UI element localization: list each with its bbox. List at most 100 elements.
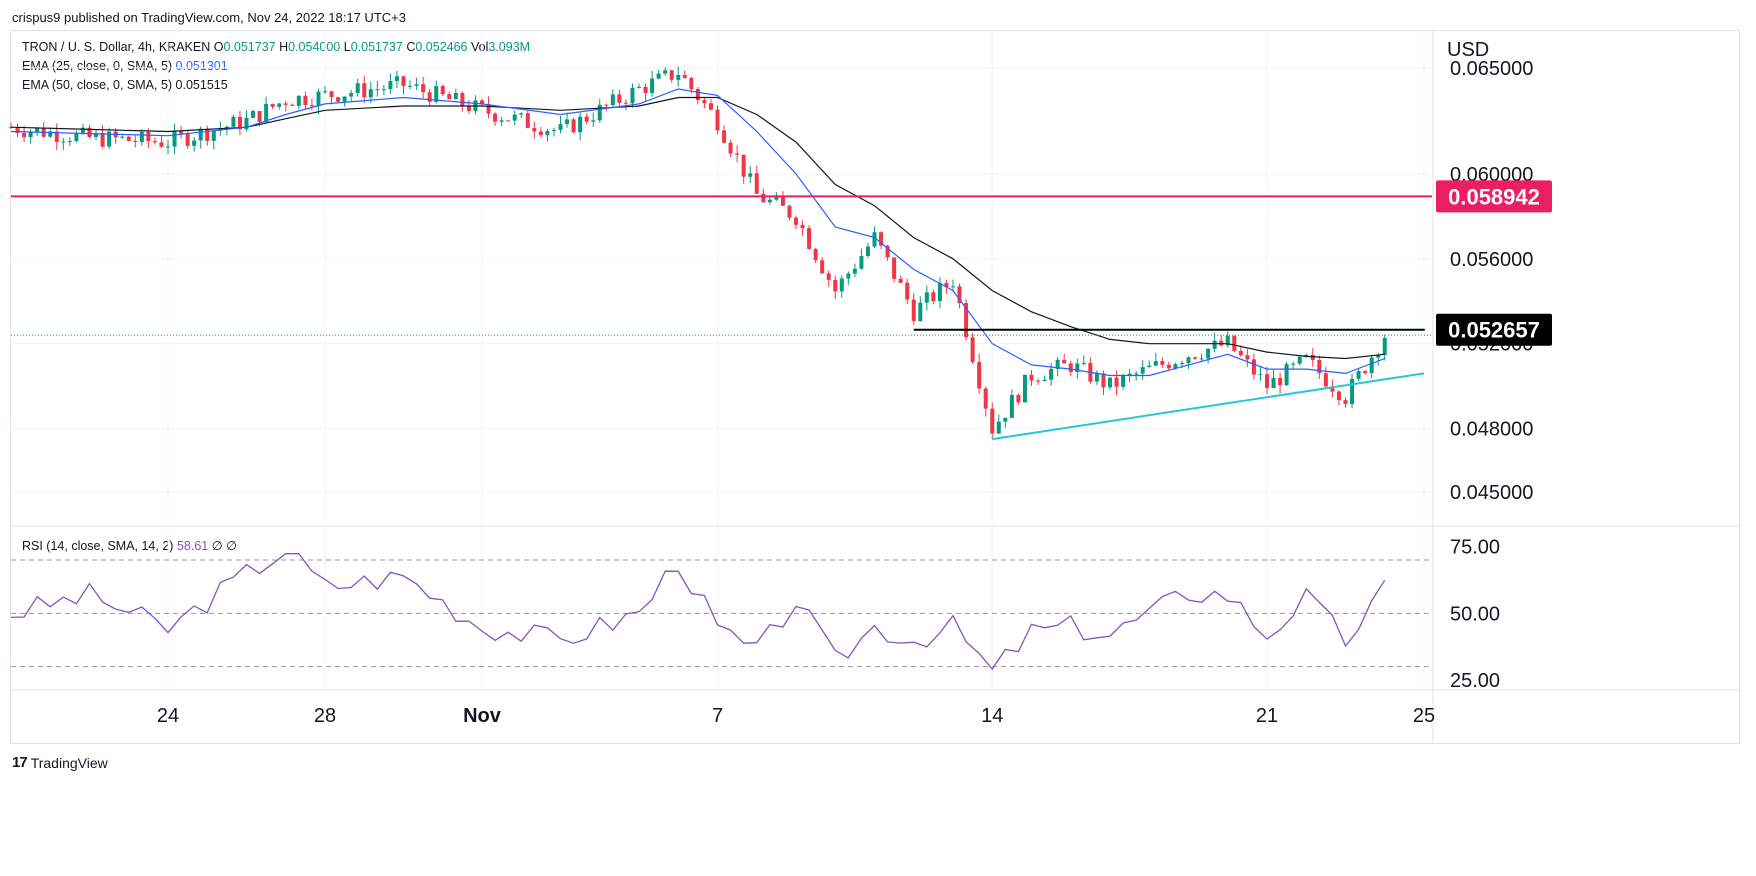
candle-body — [61, 141, 66, 143]
candle-body — [499, 120, 504, 122]
candle-body — [1068, 363, 1073, 372]
candle-body — [1003, 417, 1008, 422]
candle-body — [682, 74, 687, 79]
candle-body — [296, 95, 301, 106]
candle-body — [1055, 359, 1060, 369]
candle-body — [924, 292, 929, 303]
candle-body — [368, 89, 373, 98]
resistance-badge-label: 0.058942 — [1448, 184, 1540, 209]
candle-body — [1199, 358, 1204, 360]
candle-body — [1075, 363, 1080, 372]
candle-body — [159, 142, 164, 147]
neckline-badge-label: 0.052657 — [1448, 318, 1540, 343]
candle-body — [1062, 359, 1067, 364]
ema50-legend: EMA (50, close, 0, SMA, 5) 0.051515 — [22, 78, 228, 92]
candle-body — [885, 245, 890, 258]
candle-body — [911, 299, 916, 322]
candle-body — [1049, 368, 1054, 380]
candle-body — [1278, 377, 1283, 386]
candle-body — [1108, 377, 1112, 388]
candle-body — [1343, 400, 1348, 404]
candle-body — [205, 128, 210, 141]
candle-body — [336, 97, 341, 102]
time-tick-label: 24 — [157, 705, 179, 727]
candle-body — [735, 153, 740, 155]
symbol-legend: TRON / U. S. Dollar, 4h, KRAKEN O0.05173… — [22, 40, 531, 54]
candle-body — [813, 248, 818, 261]
candle-body — [872, 232, 877, 247]
candle-body — [1232, 335, 1237, 352]
candle-body — [126, 136, 131, 141]
candle-body — [342, 96, 347, 102]
candle-body — [584, 116, 589, 122]
candle-body — [251, 111, 256, 118]
candle-body — [303, 95, 308, 105]
candle-body — [1238, 351, 1243, 356]
candle-body — [466, 106, 471, 112]
candle-body — [617, 94, 622, 103]
candle-body — [558, 124, 563, 130]
candle-body — [525, 113, 530, 128]
candle-body — [1245, 355, 1250, 360]
candle-body — [1114, 377, 1119, 387]
candle-body — [1350, 378, 1355, 404]
candle-body — [545, 130, 550, 136]
candle-body — [54, 131, 59, 143]
candle-body — [35, 127, 40, 132]
candle-body — [807, 228, 812, 249]
candle-body — [695, 89, 700, 101]
candle-body — [1042, 379, 1047, 381]
candle-body — [100, 132, 105, 147]
time-tick-label: 14 — [981, 705, 1003, 727]
candle-body — [859, 256, 864, 269]
candle-body — [977, 362, 982, 389]
candle-body — [1265, 374, 1269, 389]
candle-body — [656, 73, 661, 79]
candle-body — [434, 86, 439, 102]
attribution-text: crispus9 published on TradingView.com, N… — [12, 10, 406, 25]
candle-body — [643, 86, 648, 94]
rsi-tick-label: 50.00 — [1450, 603, 1500, 625]
volume-value: 3.093M — [488, 40, 531, 54]
candle-body — [728, 142, 733, 154]
candle-body — [1029, 374, 1034, 381]
support-trendline — [992, 372, 1425, 441]
candle-body — [139, 131, 144, 142]
candle-body — [970, 337, 975, 363]
neckline-badge — [1436, 313, 1552, 346]
price-axis-unit: USD — [1447, 39, 1489, 61]
rsi-value: 58.61 — [176, 539, 209, 553]
candle-body — [944, 282, 949, 287]
candle-body — [1206, 348, 1211, 359]
candle-body — [15, 127, 20, 134]
candle-body — [414, 84, 419, 86]
ema25-line — [10, 88, 1386, 377]
candle-body — [394, 76, 399, 82]
candle-body — [1179, 363, 1184, 365]
candle-body — [650, 78, 655, 94]
time-tick-label: 28 — [314, 705, 336, 727]
candle-body — [120, 136, 125, 138]
price-tick-label: 0.056000 — [1450, 249, 1533, 271]
candle-body — [460, 92, 465, 107]
candle-body — [1016, 394, 1021, 403]
tv-logo-icon: 17 — [12, 754, 28, 771]
time-tick-label: 21 — [1256, 705, 1278, 727]
candle-body — [211, 130, 216, 141]
rsi-tick-label: 75.00 — [1450, 537, 1500, 559]
candle-body — [1160, 361, 1165, 365]
rsi-tick-label: 25.00 — [1450, 670, 1500, 692]
candle-body — [833, 279, 838, 292]
candle-body — [689, 78, 694, 90]
candle-body — [551, 129, 556, 131]
candle-body — [839, 278, 844, 292]
candle-body — [1251, 359, 1256, 375]
candle-body — [270, 103, 275, 107]
candle-body — [401, 76, 406, 86]
time-tick-label: Nov — [463, 705, 502, 727]
time-tick-label: 7 — [712, 705, 723, 727]
tv-brand-text: TradingView — [30, 754, 108, 771]
candle-body — [591, 120, 596, 122]
candle-body — [879, 232, 884, 246]
